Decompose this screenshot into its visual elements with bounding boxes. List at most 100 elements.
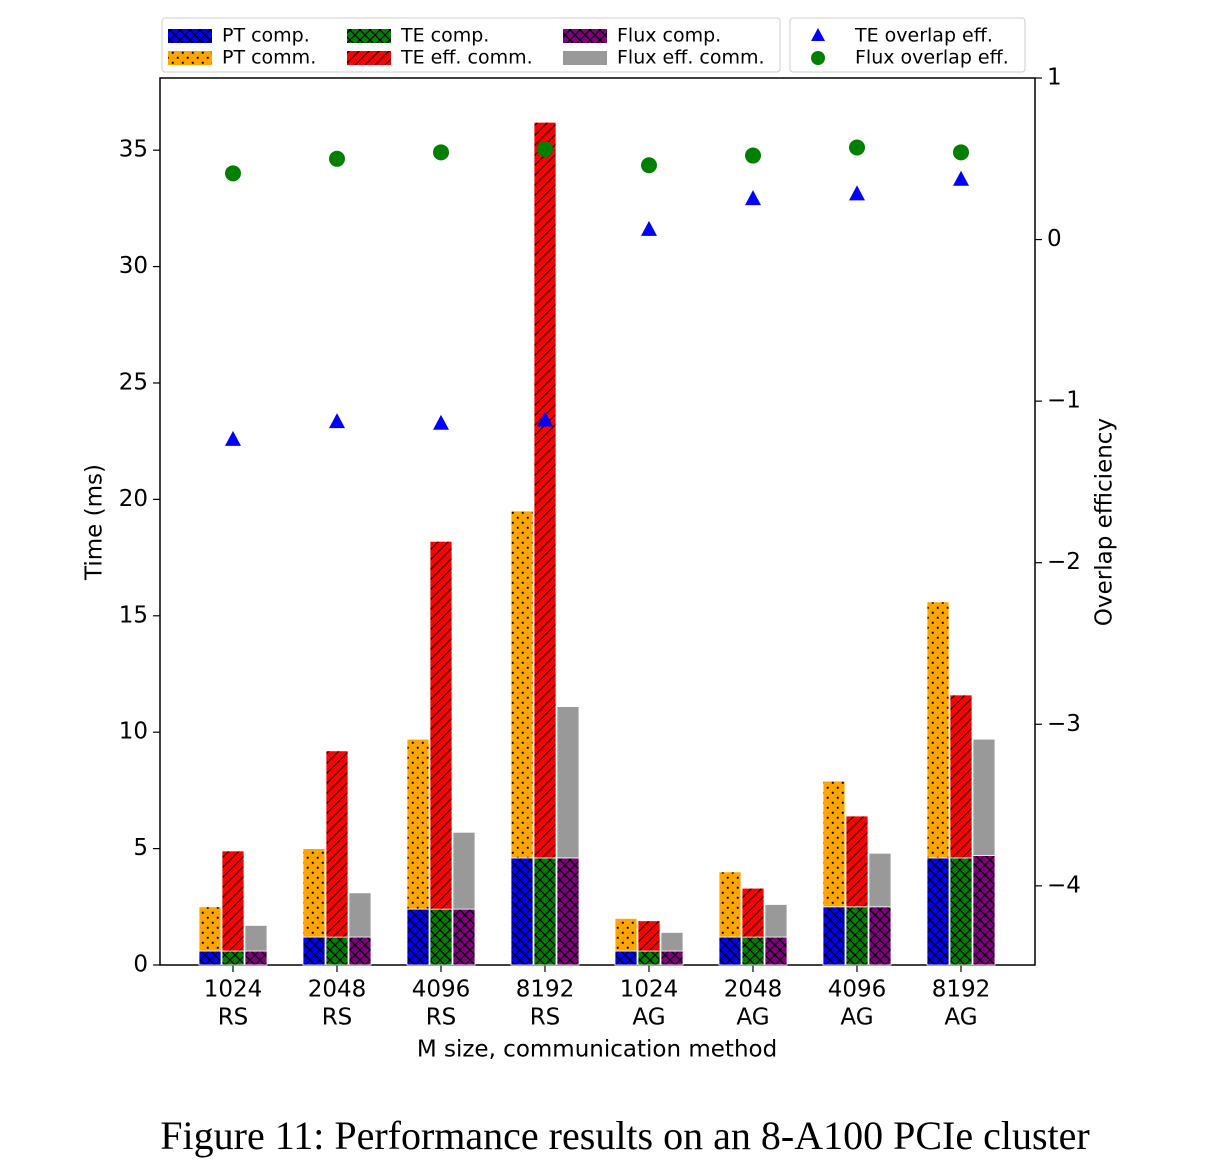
x-tick-label: 2048 — [308, 977, 367, 1003]
legend-label: PT comp. — [222, 25, 310, 47]
x-tick-label: RS — [322, 1005, 353, 1031]
bar — [198, 950, 222, 966]
bar — [718, 871, 742, 938]
bar — [244, 950, 268, 966]
triangle-marker — [849, 185, 865, 201]
bar — [972, 738, 996, 856]
legend-swatch — [563, 29, 607, 43]
bar — [764, 904, 788, 938]
bar — [510, 857, 534, 966]
bar — [198, 906, 222, 952]
y-tick-label: 10 — [119, 719, 148, 745]
bar — [845, 906, 869, 966]
bar — [637, 920, 661, 952]
bar — [556, 857, 580, 966]
bar — [302, 848, 326, 938]
bar — [741, 887, 765, 938]
bar — [868, 852, 892, 908]
circle-marker — [641, 157, 657, 174]
bar — [533, 857, 557, 966]
x-tick-label: 8192 — [932, 977, 991, 1003]
legend-label: PT comm. — [222, 47, 316, 69]
triangle-marker — [745, 190, 761, 206]
plot-frame — [159, 77, 1036, 966]
bar — [718, 936, 742, 966]
x-tick-label: 1024 — [204, 977, 263, 1003]
triangle-marker — [433, 414, 449, 430]
caption: Figure 11: Performance results on an 8-A… — [160, 1113, 1089, 1158]
bar — [348, 892, 372, 938]
circle-marker — [745, 147, 761, 164]
legend-label: Flux overlap eff. — [855, 47, 1009, 69]
bar — [822, 906, 846, 966]
bar — [325, 750, 349, 938]
bar — [926, 601, 950, 859]
legend-swatch — [563, 51, 607, 65]
bar — [949, 857, 973, 966]
triangle-marker — [641, 220, 657, 236]
y2-tick-label: 1 — [1047, 65, 1062, 91]
triangle-marker — [953, 170, 969, 186]
bar — [972, 855, 996, 966]
x-tick-label: 4096 — [412, 977, 471, 1003]
x-tick-label: 2048 — [724, 977, 783, 1003]
y-tick-label: 0 — [133, 952, 148, 978]
x-axis-label: M size, communication method — [417, 1037, 777, 1063]
bar — [614, 918, 638, 952]
x-tick-label: AG — [944, 1005, 977, 1031]
bar — [822, 780, 846, 908]
triangle-marker — [537, 411, 553, 427]
bar — [868, 906, 892, 966]
bar — [452, 831, 476, 910]
bar — [302, 936, 326, 966]
bar — [429, 540, 453, 910]
bar — [325, 936, 349, 966]
circle-marker — [849, 139, 865, 156]
bar — [221, 850, 245, 952]
y-tick-label: 5 — [133, 835, 148, 861]
x-tick-label: 1024 — [620, 977, 679, 1003]
x-tick-label: AG — [840, 1005, 873, 1031]
bar — [510, 510, 534, 859]
y-tick-label: 35 — [119, 137, 148, 163]
y2-tick-label: 0 — [1047, 226, 1062, 252]
legend-label: TE overlap eff. — [854, 25, 993, 47]
bar — [637, 950, 661, 966]
legend-marker — [811, 51, 825, 65]
bar — [533, 121, 557, 859]
y-tick-label: 25 — [119, 369, 148, 395]
circle-marker — [433, 144, 449, 161]
y-tick-label: 20 — [119, 486, 148, 512]
bar — [452, 908, 476, 966]
bar — [614, 950, 638, 966]
bar — [406, 908, 430, 966]
x-tick-label: 8192 — [516, 977, 575, 1003]
circle-marker — [225, 165, 241, 182]
legend-box — [789, 17, 1026, 73]
triangle-marker — [329, 413, 345, 429]
bar — [845, 815, 869, 908]
bar — [926, 857, 950, 966]
bar — [764, 936, 788, 966]
y-axis-label: Time (ms) — [82, 464, 108, 581]
legend-box — [161, 17, 781, 73]
triangle-marker — [225, 430, 241, 446]
y2-tick-label: −3 — [1047, 711, 1081, 737]
x-tick-label: RS — [218, 1005, 249, 1031]
circle-marker — [329, 150, 345, 167]
legend-swatch — [168, 29, 212, 43]
bar — [244, 925, 268, 952]
bar — [221, 950, 245, 966]
bar — [660, 950, 684, 966]
y-tick-label: 30 — [119, 253, 148, 279]
legend-label: Flux eff. comm. — [617, 47, 765, 69]
bar — [660, 932, 684, 952]
circle-marker — [953, 144, 969, 161]
y2-tick-label: −4 — [1047, 872, 1081, 898]
y2-axis-label: Overlap efficiency — [1092, 418, 1118, 626]
legend-swatch — [347, 51, 391, 65]
bar — [348, 936, 372, 966]
bar — [949, 694, 973, 859]
bar — [741, 936, 765, 966]
bar — [556, 706, 580, 859]
